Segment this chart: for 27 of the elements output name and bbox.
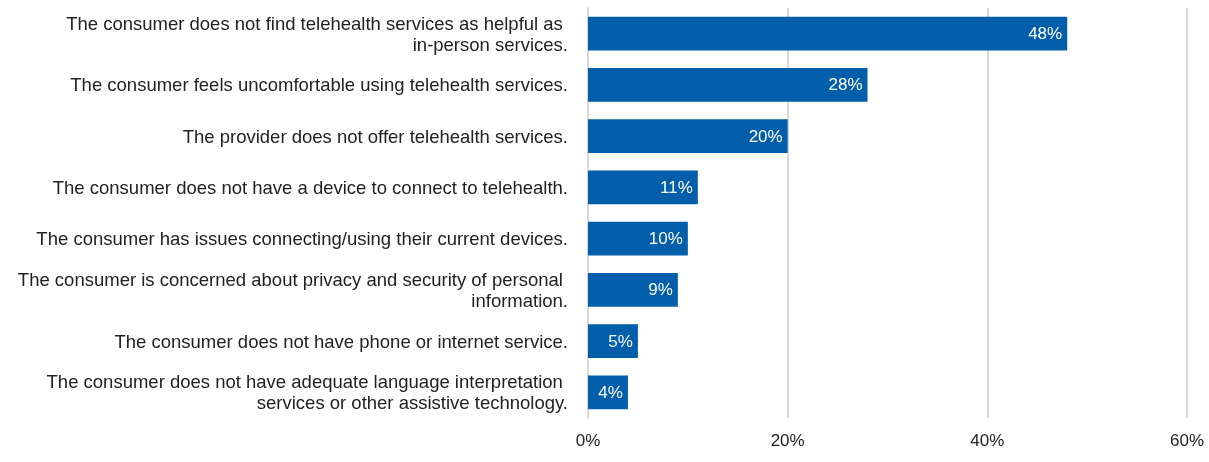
- y-tick-label: The consumer does not have adequate language interpretation services or other assistive technology.: [46, 371, 568, 414]
- data-label: 4%: [598, 382, 623, 402]
- y-tick-label: The provider does not offer telehealth services.: [182, 125, 568, 147]
- data-label: 10%: [648, 229, 683, 249]
- y-tick-label: The consumer has issues connecting/using their current devices.: [36, 228, 568, 250]
- y-tick-label: The consumer does not have a device to connect to telehealth.: [52, 176, 568, 198]
- bar: [588, 119, 788, 154]
- x-tick-label: 20%: [770, 431, 805, 450]
- bar: [588, 16, 1068, 51]
- y-tick-label: The consumer does not find telehealth services as helpful as in-person services.: [66, 12, 568, 55]
- data-label: 20%: [748, 126, 783, 146]
- y-tick-label: The consumer is concerned about privacy and security of personal information.: [17, 268, 568, 311]
- data-label: 5%: [608, 331, 633, 351]
- x-tick-label: 40%: [970, 431, 1005, 450]
- bar: [588, 324, 638, 359]
- y-tick-label: The consumer feels uncomfortable using telehealth services.: [70, 74, 568, 96]
- bar: [588, 67, 868, 102]
- y-tick-label: The consumer does not have phone or internet service.: [114, 330, 568, 352]
- x-tick-label: 60%: [1169, 431, 1205, 450]
- x-tick-label: 0%: [575, 431, 601, 450]
- data-label: 9%: [648, 280, 673, 300]
- bar: [588, 170, 698, 205]
- bar: [588, 272, 678, 307]
- data-label: 48%: [1028, 24, 1063, 44]
- bar: [588, 221, 688, 256]
- data-label: 11%: [660, 177, 693, 197]
- data-label: 28%: [828, 75, 863, 95]
